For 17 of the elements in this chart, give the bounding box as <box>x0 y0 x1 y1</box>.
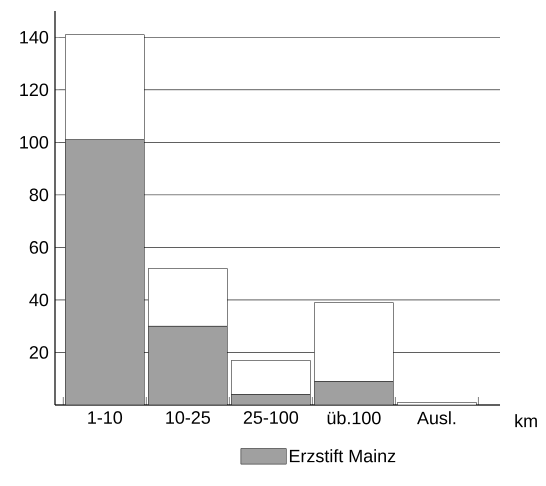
y-tick-label: 80 <box>30 188 48 202</box>
bar <box>148 326 228 405</box>
y-tick-label: 140 <box>20 30 48 44</box>
y-tick-label: 120 <box>20 83 48 96</box>
x-tick-label: 10-25 <box>166 411 210 424</box>
x-tick-label: üb.100 <box>328 411 381 424</box>
x-tick-label: 25-100 <box>244 411 298 424</box>
x-axis-title: km <box>515 414 537 428</box>
y-tick-label: 20 <box>30 346 48 359</box>
legend-label: Erzstift Mainz <box>290 449 396 462</box>
bar <box>314 381 394 405</box>
y-tick-label: 60 <box>30 241 48 254</box>
x-tick-label: 1-10 <box>88 411 122 424</box>
x-tick-label: Ausl. <box>417 411 456 424</box>
y-tick-label: 100 <box>20 136 48 149</box>
y-tick-label: 40 <box>29 294 48 306</box>
bar <box>65 139 144 405</box>
